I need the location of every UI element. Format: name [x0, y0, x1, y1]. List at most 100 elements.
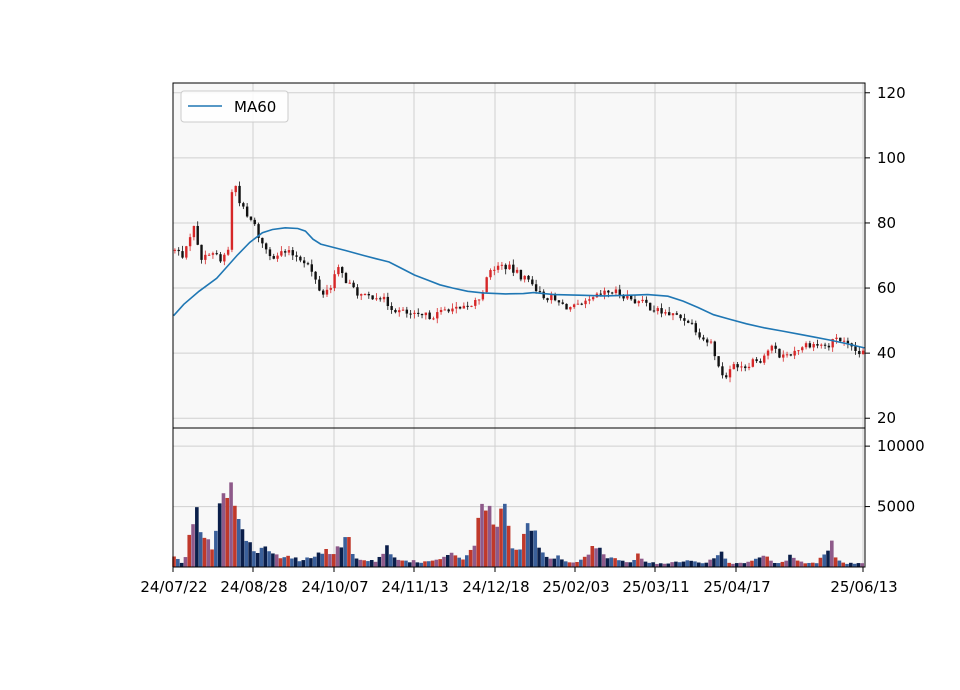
- candle-body: [485, 277, 488, 293]
- candle-body: [683, 318, 686, 321]
- volume-bar: [472, 545, 477, 567]
- candle-body: [283, 251, 287, 253]
- volume-bar: [677, 562, 682, 567]
- volume-bar: [685, 560, 690, 567]
- candle-body: [835, 337, 838, 339]
- x-tick-label: 24/10/07: [301, 578, 368, 596]
- candle-body: [211, 253, 215, 255]
- candle-body: [302, 260, 306, 264]
- candle-body: [306, 263, 310, 265]
- volume-bar: [259, 547, 264, 567]
- volume-bar: [529, 530, 534, 567]
- candle-body: [823, 344, 827, 346]
- volume-bar: [693, 561, 697, 567]
- volume-bar: [453, 555, 458, 567]
- volume-bar: [560, 559, 564, 567]
- volume-bar: [343, 537, 347, 567]
- volume-bar: [385, 545, 389, 567]
- candle-body: [398, 310, 401, 313]
- volume-bar: [666, 563, 671, 567]
- candle-body: [618, 289, 621, 296]
- volume-bar: [822, 554, 827, 567]
- volume-bar: [769, 560, 773, 567]
- ma60-line: [173, 226, 865, 349]
- candle-body: [477, 299, 481, 301]
- price-panel-background: [173, 83, 865, 428]
- volume-bar: [328, 554, 332, 567]
- candle-body: [500, 264, 504, 266]
- volume-bar: [278, 558, 283, 567]
- volume-bar: [297, 561, 302, 567]
- volume-bar: [788, 554, 792, 567]
- volume-bar: [426, 561, 431, 567]
- x-tick-label: 25/04/17: [703, 578, 770, 596]
- candle-body: [740, 366, 743, 368]
- candle-body: [375, 298, 378, 300]
- volume-bar: [202, 537, 207, 567]
- volume-bar: [651, 562, 655, 567]
- volume-bar: [742, 563, 747, 567]
- candle-body: [458, 306, 462, 309]
- candle-body: [576, 303, 580, 305]
- candle-body: [626, 295, 629, 299]
- volume-bar: [605, 558, 610, 567]
- price-y-tick-label: 60: [877, 279, 896, 297]
- legend: MA60: [180, 90, 289, 123]
- candle-body: [432, 318, 435, 320]
- candle-body: [766, 350, 770, 356]
- volume-bar: [772, 562, 777, 567]
- candle-body: [861, 350, 865, 355]
- volume-bar: [252, 551, 256, 567]
- candle-body: [679, 314, 682, 319]
- candle-body: [854, 346, 857, 351]
- candle-body: [660, 308, 663, 314]
- candle-body: [310, 264, 313, 272]
- volume-bar: [518, 549, 522, 567]
- volume-bar: [731, 563, 735, 567]
- candle-body: [561, 302, 564, 304]
- volume-bar: [438, 559, 442, 567]
- candle-body: [793, 350, 796, 356]
- volume-bar: [670, 562, 674, 567]
- volume-bar: [586, 554, 591, 567]
- candle-body: [774, 345, 777, 349]
- candle-body: [325, 289, 329, 295]
- candle-body: [287, 250, 291, 253]
- candle-body: [447, 309, 450, 312]
- volume-bar: [803, 563, 807, 567]
- volume-bar: [594, 548, 598, 567]
- volume-bar: [267, 551, 271, 567]
- candle-body: [276, 255, 279, 259]
- candle-body: [207, 254, 211, 256]
- volume-bar: [248, 542, 252, 567]
- candle-body: [641, 299, 644, 302]
- candle-body: [736, 364, 739, 368]
- volume-bar: [750, 560, 754, 567]
- candle-body: [694, 323, 698, 333]
- candle-body: [584, 300, 587, 305]
- volume-bar: [354, 558, 359, 567]
- candle-body: [759, 361, 762, 363]
- candle-body: [557, 300, 561, 303]
- volume-bar: [274, 554, 279, 567]
- candle-body: [219, 254, 222, 262]
- price-y-tick-label: 120: [877, 84, 906, 102]
- volume-bar: [176, 558, 180, 567]
- volume-bar: [476, 517, 481, 567]
- candle-body: [622, 295, 625, 299]
- volume-bar: [852, 563, 857, 567]
- volume-bar: [856, 563, 861, 567]
- candle-body: [177, 249, 180, 252]
- candle-body: [443, 309, 447, 311]
- candle-body: [515, 269, 519, 273]
- volume-bar: [681, 561, 686, 567]
- volume-bar: [358, 559, 363, 567]
- candle-body: [751, 359, 755, 367]
- candle-body: [299, 256, 302, 261]
- candle-body: [340, 267, 344, 274]
- candle-body: [717, 356, 720, 367]
- price-y-tick-label: 100: [877, 149, 906, 167]
- candle-body: [538, 291, 542, 293]
- candle-body: [565, 303, 568, 310]
- candle-body: [603, 290, 606, 295]
